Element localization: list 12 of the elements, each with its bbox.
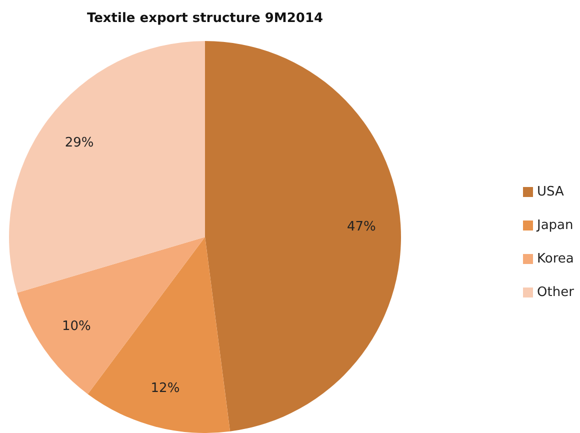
legend-label: USA — [537, 184, 564, 200]
pie-slice — [9, 41, 205, 293]
pie-slice — [205, 41, 401, 432]
data-label: 47% — [347, 219, 376, 234]
chart-title: Textile export structure 9M2014 — [86, 11, 324, 26]
legend-label: Korea — [537, 252, 574, 266]
data-label: 29% — [64, 136, 94, 151]
legend-label: Japan — [536, 218, 574, 233]
data-label: 12% — [150, 381, 180, 396]
legend-label: Other — [537, 285, 575, 300]
pie-slice — [17, 237, 205, 394]
data-label: 10% — [62, 319, 91, 334]
